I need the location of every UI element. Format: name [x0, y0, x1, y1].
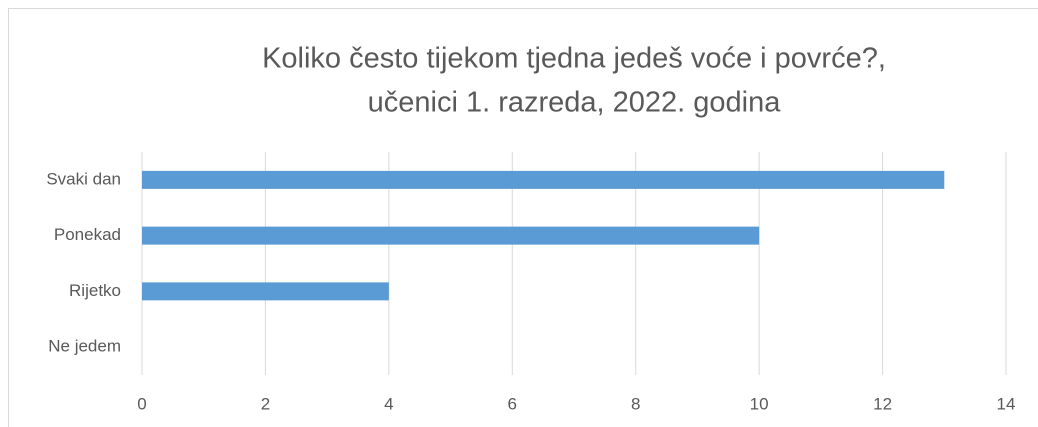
chart-title: učenici 1. razreda, 2022. godina: [368, 87, 782, 119]
x-tick-label: 6: [508, 394, 517, 413]
x-tick-label: 8: [631, 394, 640, 413]
x-tick-label: 10: [750, 394, 769, 413]
y-tick-label: Ne jedem: [48, 337, 121, 356]
x-tick-label: 2: [261, 394, 270, 413]
x-tick-label: 14: [997, 394, 1016, 413]
x-tick-label: 12: [873, 394, 892, 413]
chart-title: Koliko često tijekom tjedna jedeš voće i…: [262, 43, 886, 75]
y-tick-label: Rijetko: [69, 281, 121, 300]
bar: [142, 282, 389, 301]
x-tick-label: 4: [384, 394, 393, 413]
bar: [142, 170, 945, 189]
x-tick-label: 0: [137, 394, 146, 413]
bar: [142, 226, 760, 245]
y-tick-label: Ponekad: [54, 225, 121, 244]
chart-frame: [8, 8, 1038, 427]
y-tick-label: Svaki dan: [46, 169, 121, 188]
